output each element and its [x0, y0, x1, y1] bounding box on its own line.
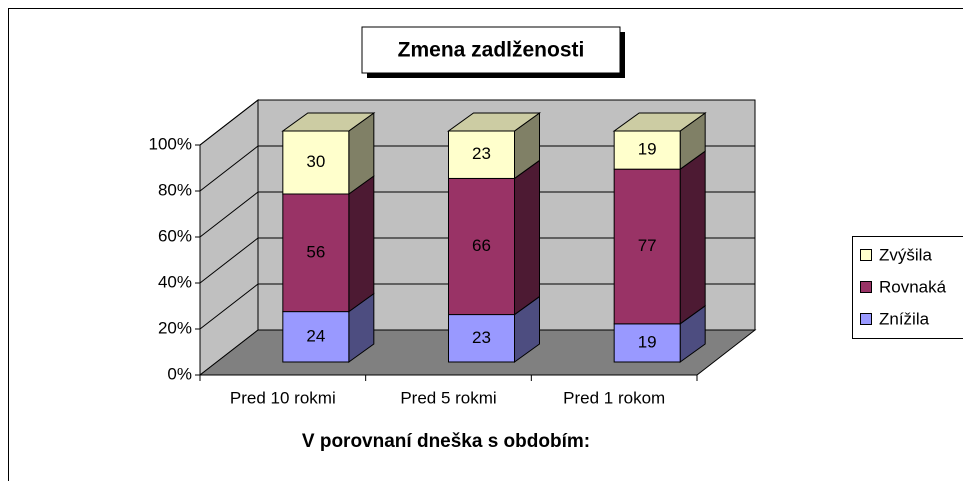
data-label: 24	[306, 326, 325, 345]
bar	[282, 193, 350, 313]
bar	[613, 130, 681, 170]
y-tick-label: 0%	[167, 364, 192, 383]
bar	[448, 177, 515, 316]
legend-swatch	[860, 249, 872, 261]
bars: 24 56 30 23 66 23 19 77 19	[281, 112, 707, 363]
title-box	[361, 26, 621, 74]
bar-top	[446, 112, 542, 132]
side-wall	[199, 98, 259, 377]
grid-line	[199, 145, 259, 192]
grid-line	[199, 237, 259, 284]
legend-swatch	[860, 313, 872, 325]
bar	[448, 130, 515, 179]
x-axis-title: V porovnaní dneška s obdobím:	[302, 431, 590, 452]
data-label: 30	[306, 152, 325, 171]
bar-side	[348, 175, 375, 313]
data-label: 19	[638, 140, 657, 159]
grid-line	[199, 99, 259, 146]
bar	[613, 323, 681, 363]
bar-side	[679, 150, 706, 325]
bar-top	[612, 112, 707, 132]
bar-side	[514, 159, 540, 316]
legend-label: Rovnaká	[879, 277, 947, 296]
grid-line	[199, 283, 259, 330]
grid-line	[199, 191, 259, 238]
bar-top	[281, 112, 376, 132]
chart-title: Zmena zadlženosti	[398, 39, 585, 62]
legend-label: Zvýšila	[879, 245, 932, 264]
legend-swatch	[860, 281, 872, 293]
x-tick-label: Pred 1 rokom	[563, 388, 665, 407]
data-label: 23	[472, 328, 491, 347]
y-tick-label: 20%	[158, 318, 192, 337]
legend-label: Znížila	[879, 309, 930, 328]
y-tick-label: 80%	[158, 180, 192, 199]
x-tick-label: Pred 5 rokmi	[400, 388, 496, 407]
bar	[613, 168, 681, 325]
data-label: 23	[472, 144, 491, 163]
y-tick-label: 40%	[158, 272, 192, 291]
data-label: 56	[306, 242, 325, 261]
y-tick-label: 60%	[158, 226, 192, 245]
legend: Znížila Rovnaká Zvýšila	[860, 245, 947, 328]
data-label: 66	[472, 236, 491, 255]
bar	[448, 314, 515, 363]
bar	[282, 311, 350, 363]
data-label: 77	[638, 236, 657, 255]
y-tick-label: 100%	[149, 134, 192, 153]
x-tick-label: Pred 10 rokmi	[230, 388, 336, 407]
data-label: 19	[638, 332, 657, 351]
